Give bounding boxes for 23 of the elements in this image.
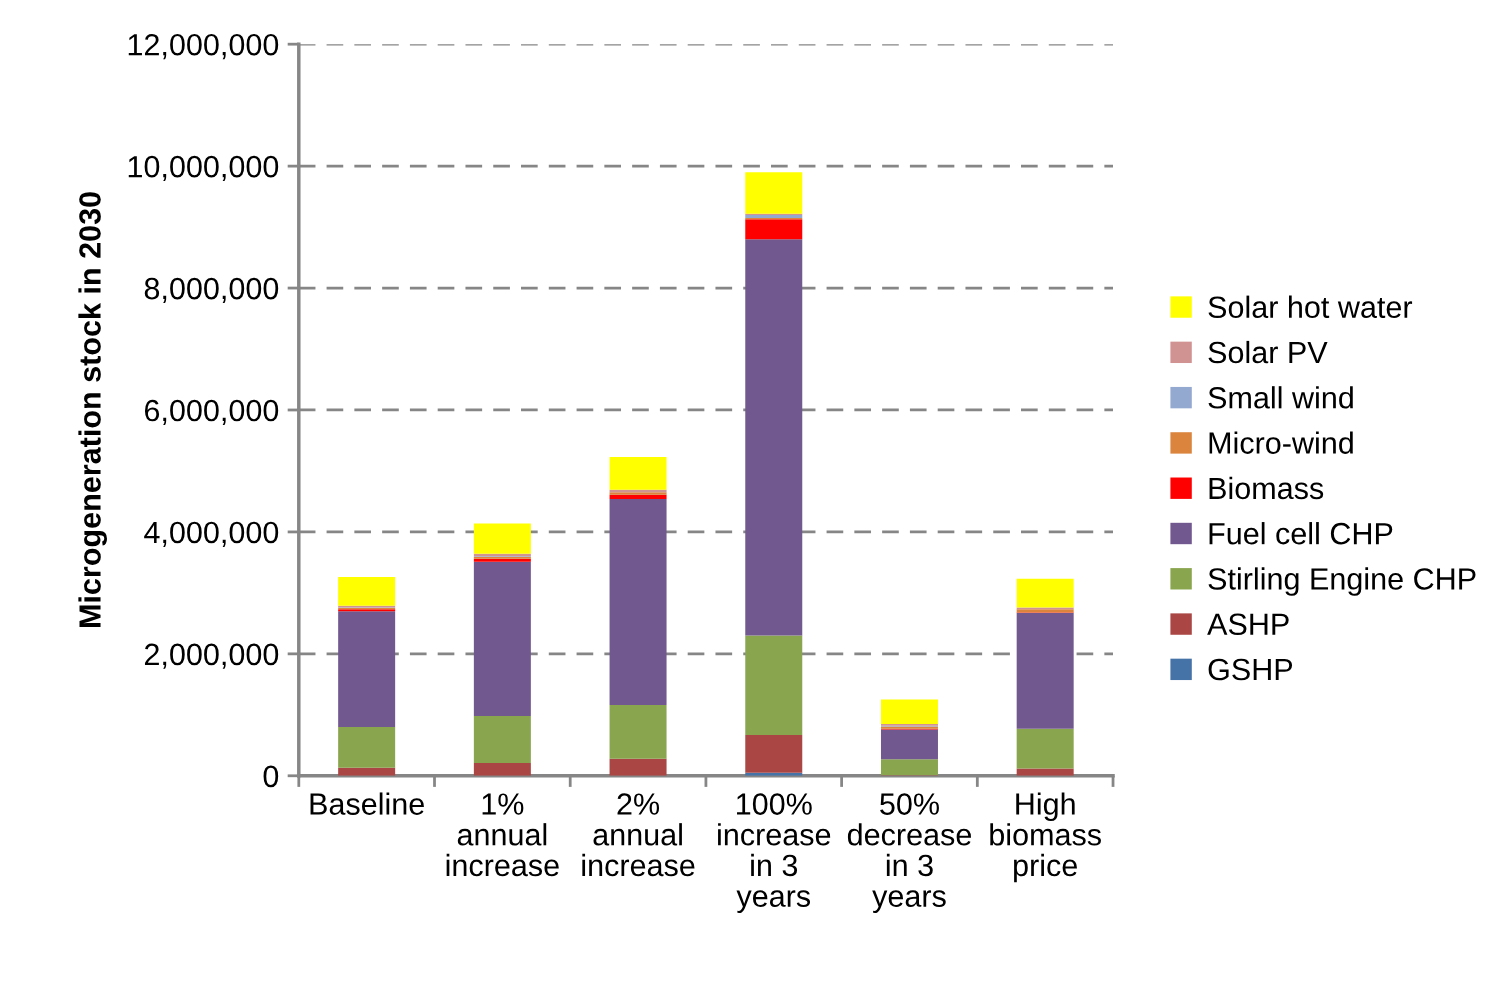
y-tick-label: 2,000,000: [144, 643, 279, 669]
x-tick-label: 2% annual increase: [582, 793, 695, 877]
legend-label: GSHP: [1208, 658, 1293, 681]
legend-label: Fuel cell CHP: [1209, 522, 1393, 545]
legend-label: Stirling Engine CHP: [1208, 567, 1476, 596]
y-tick-label: 10,000,000: [128, 155, 279, 182]
legend-label: Small wind: [1208, 386, 1353, 409]
y-tick-label: 12,000,000: [128, 33, 279, 60]
legend-label: Solar hot water: [1208, 295, 1413, 319]
y-tick-label: 6,000,000: [144, 399, 279, 425]
x-tick-label: 50% decrease in 3 years: [847, 793, 971, 914]
legend-label: Micro-wind: [1209, 431, 1353, 454]
x-tick-label: 100% increase in 3 years: [718, 793, 831, 914]
legend-label: Solar PV: [1208, 340, 1328, 364]
x-tick-label: 1% annual increase: [446, 793, 559, 877]
y-tick-label: 0: [263, 765, 279, 788]
y-tick-label: 4,000,000: [144, 521, 279, 547]
legend-label: Biomass: [1209, 476, 1324, 500]
x-tick-label: Baseline: [310, 792, 424, 815]
y-axis-title: Microgeneration stock in 2030: [78, 192, 107, 627]
y-tick-label: 8,000,000: [144, 277, 279, 304]
x-tick-label: High biomass price: [990, 792, 1101, 883]
legend-label: ASHP: [1207, 613, 1289, 636]
